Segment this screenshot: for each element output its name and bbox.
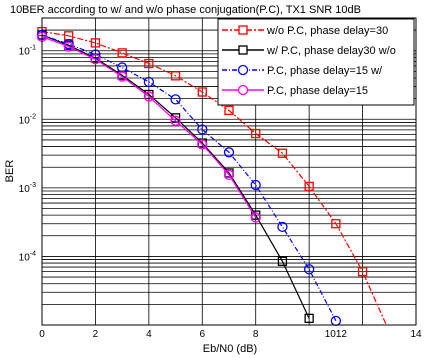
data-point	[224, 105, 234, 116]
legend-label: w/ P.C, phase delay30 w/o	[266, 45, 396, 57]
legend-marker	[238, 25, 248, 35]
x-tick-label: 2	[93, 329, 99, 340]
data-point	[223, 169, 235, 180]
plot-frame	[41, 17, 417, 326]
x-tick-label: 6	[200, 329, 206, 340]
x-tick-labels: 0 2 4 6 8 1012 14	[39, 329, 422, 340]
data-point	[116, 71, 128, 82]
legend-item: w/ P.C, phase delay30 w/o	[222, 45, 396, 57]
data-point	[357, 266, 368, 277]
data-point	[250, 212, 261, 223]
data-point	[144, 58, 154, 69]
legend-item: P.C, phase delay=15	[222, 84, 368, 97]
data-point	[63, 41, 74, 52]
data-point	[143, 91, 155, 102]
legend-item: w/o P.C, phase delay=30	[222, 25, 388, 37]
series-3	[36, 29, 342, 326]
data-point	[170, 115, 181, 126]
y-axis-label: BER	[4, 160, 16, 183]
x-tick-label: 1012	[325, 329, 348, 340]
data-point	[303, 264, 315, 275]
x-tick-label: 0	[39, 329, 45, 340]
data-point	[331, 219, 341, 229]
data-point	[197, 139, 208, 150]
legend: w/o P.C, phase delay=30 w/ P.C, phase del…	[217, 18, 415, 106]
data-point	[304, 181, 314, 192]
legend-item: P.C, phase delay=15 w/	[222, 64, 383, 77]
series-group	[36, 26, 388, 326]
series-line	[42, 31, 388, 325]
legend-label: P.C, phase delay=15	[267, 85, 368, 97]
data-point	[277, 256, 288, 266]
data-point	[330, 315, 342, 326]
data-point	[250, 179, 261, 191]
y-tick-label: 10-1	[19, 45, 36, 58]
data-point	[170, 94, 181, 105]
x-tick-label: 14	[410, 329, 422, 340]
legend-marker	[237, 84, 249, 96]
data-point	[117, 48, 127, 58]
legend-label: P.C, phase delay=15 w/	[267, 65, 383, 77]
legend-marker	[238, 45, 248, 55]
data-point	[197, 87, 207, 97]
y-tick-label: 10-3	[19, 182, 36, 195]
data-point	[170, 71, 181, 81]
chart-title-prefix: 10	[10, 4, 22, 16]
data-point	[277, 221, 288, 233]
data-point	[143, 76, 155, 88]
chart-title: BER according to w/ and w/o phase conjug…	[22, 4, 361, 16]
y-tick-labels: 10-1 10-2 10-3 10-4	[19, 45, 36, 264]
y-tick-label: 10-4	[19, 250, 36, 263]
series-line	[42, 36, 257, 218]
data-point	[197, 124, 208, 135]
x-tick-label: 8	[253, 329, 259, 340]
data-point	[251, 128, 261, 139]
series-line	[42, 34, 310, 319]
data-point	[304, 313, 314, 324]
data-point	[223, 147, 235, 158]
data-point	[277, 148, 288, 158]
data-point	[90, 38, 101, 48]
x-axis-label: Eb/N0 (dB)	[203, 343, 257, 355]
data-point	[90, 54, 101, 65]
legend-label: w/o P.C, phase delay=30	[266, 25, 388, 37]
x-tick-label: 4	[146, 329, 152, 340]
y-tick-label: 10-2	[19, 113, 36, 126]
legend-marker	[237, 64, 249, 76]
